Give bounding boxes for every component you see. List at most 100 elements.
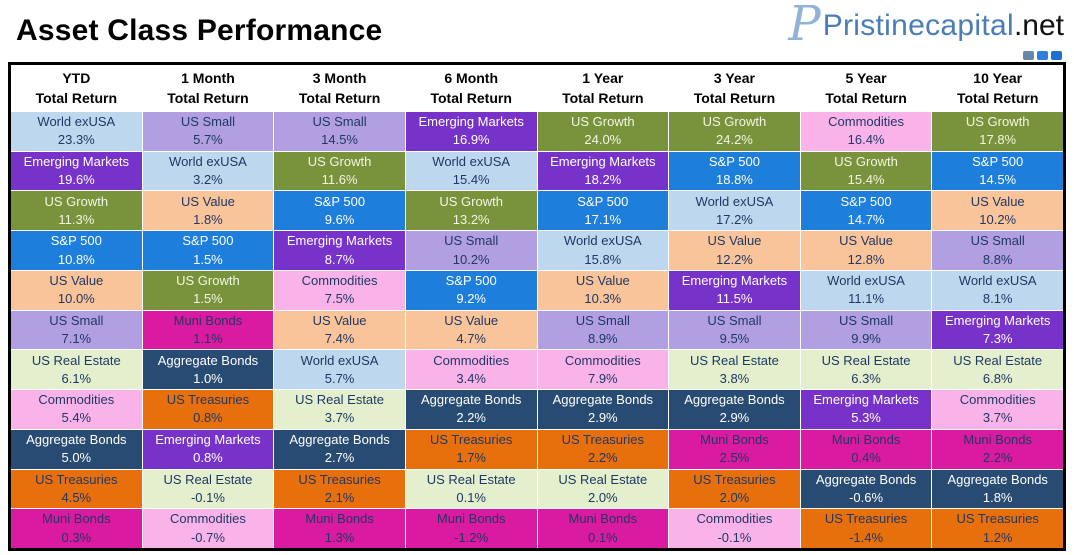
asset-return-value: 3.7% <box>324 410 355 426</box>
asset-cell: Emerging Markets 7.3% <box>932 310 1063 350</box>
asset-cell: Muni Bonds -1.2% <box>405 509 537 548</box>
asset-cell: S&P 500 17.1% <box>537 191 669 231</box>
asset-return-value: -0.1% <box>190 489 225 505</box>
asset-name: World exUSA <box>827 273 905 289</box>
asset-cell: US Growth 24.0% <box>537 112 669 151</box>
asset-return-value: 0.8% <box>193 410 223 426</box>
brand-logo-row: P Pristinecapital .net <box>788 0 1064 50</box>
asset-return-value: 3.2% <box>193 172 223 188</box>
asset-cell: US Small 8.9% <box>537 310 669 350</box>
social-icon-1 <box>1023 51 1034 60</box>
asset-name: Aggregate Bonds <box>552 392 654 408</box>
asset-return-value: 8.9% <box>587 330 618 346</box>
asset-return-value: 10.3% <box>584 291 622 307</box>
asset-cell: US Real Estate -0.1% <box>142 469 274 509</box>
asset-name: US Small <box>180 114 236 130</box>
asset-cell: US Value 10.3% <box>537 270 669 310</box>
asset-name: US Growth <box>571 114 635 130</box>
asset-cell: Aggregate Bonds 1.0% <box>142 350 274 390</box>
asset-name: US Treasuries <box>824 511 908 527</box>
asset-cell: US Growth 1.5% <box>142 270 274 310</box>
asset-cell: Commodities 3.4% <box>405 350 537 390</box>
asset-cell: US Small 7.1% <box>11 310 142 350</box>
asset-name: Commodities <box>433 352 510 368</box>
asset-return-value: 2.5% <box>719 450 750 466</box>
asset-return-value: 2.9% <box>587 410 618 426</box>
asset-cell: Muni Bonds 1.1% <box>142 310 274 350</box>
asset-name: US Value <box>575 273 630 289</box>
asset-cell: S&P 500 14.7% <box>800 191 932 231</box>
asset-return-value: 10.2% <box>979 211 1017 227</box>
column-period-label: 5 Year <box>845 69 887 86</box>
asset-return-value: 15.8% <box>584 251 622 267</box>
column-period-label: 3 Month <box>312 69 367 86</box>
asset-cell: Muni Bonds 0.3% <box>11 509 142 548</box>
performance-table: YTD Total Return 1 Month Total Return 3 Mont… <box>8 62 1066 551</box>
social-icon-2 <box>1037 51 1048 60</box>
asset-return-value: 12.2% <box>716 251 753 267</box>
column-period-label: YTD <box>62 69 91 86</box>
asset-return-value: 11.1% <box>848 291 885 307</box>
asset-name: US Growth <box>176 273 240 289</box>
asset-cell: US Small 9.9% <box>800 310 932 350</box>
asset-return-value: 2.7% <box>324 450 355 466</box>
column-period-label: 10 Year <box>973 69 1023 86</box>
asset-cell: S&P 500 1.5% <box>142 231 274 270</box>
asset-return-value: 1.0% <box>193 370 223 386</box>
asset-cell: Emerging Markets 8.7% <box>274 231 405 270</box>
asset-return-value: 5.0% <box>61 450 92 466</box>
asset-cell: Aggregate Bonds 5.0% <box>11 429 142 469</box>
asset-return-value: -0.6% <box>849 489 884 505</box>
asset-name: US Real Estate <box>295 392 384 408</box>
asset-cell: US Treasuries 0.8% <box>142 390 274 429</box>
asset-cell: US Value 12.8% <box>800 231 932 270</box>
asset-cell: US Growth 11.6% <box>274 151 405 191</box>
asset-return-value: 5.3% <box>851 410 881 426</box>
asset-name: Commodities <box>564 352 641 368</box>
asset-return-value: 0.1% <box>587 529 618 545</box>
asset-cell: Muni Bonds 1.3% <box>274 509 405 548</box>
asset-return-value: 1.2% <box>982 529 1013 545</box>
asset-return-value: 6.8% <box>982 370 1013 386</box>
asset-name: Muni Bonds <box>963 431 1033 447</box>
asset-cell: US Growth 17.8% <box>932 112 1063 151</box>
asset-return-value: -0.7% <box>190 529 225 545</box>
asset-return-value: 5.7% <box>324 370 355 386</box>
asset-name: US Real Estate <box>821 352 911 368</box>
asset-cell: World exUSA 5.7% <box>274 350 405 390</box>
brand-suffix: .net <box>1013 9 1064 42</box>
asset-name: US Small <box>707 312 762 328</box>
asset-name: US Growth <box>965 114 1030 130</box>
asset-cell: US Value 7.4% <box>274 310 405 350</box>
asset-cell: Muni Bonds 2.2% <box>932 429 1063 469</box>
asset-name: US Growth <box>834 153 898 169</box>
asset-cell: World exUSA 11.1% <box>800 270 932 310</box>
asset-cell: US Treasuries 1.7% <box>405 429 537 469</box>
asset-return-value: -0.1% <box>717 529 752 545</box>
asset-return-value: 10.0% <box>57 291 95 307</box>
asset-cell: US Small 14.5% <box>274 112 405 151</box>
brand-name: Pristinecapital <box>822 9 1014 42</box>
asset-return-value: 13.2% <box>452 211 490 227</box>
asset-return-value: 0.8% <box>193 450 223 466</box>
asset-cell: Commodities -0.7% <box>142 509 274 548</box>
asset-return-value: 5.7% <box>193 132 223 148</box>
asset-cell: Aggregate Bonds 2.2% <box>405 390 537 429</box>
asset-name: Muni Bonds <box>700 431 769 447</box>
asset-return-value: 14.5% <box>321 132 358 148</box>
asset-return-value: 2.2% <box>587 450 618 466</box>
asset-cell: Emerging Markets 5.3% <box>800 390 932 429</box>
asset-return-value: 4.5% <box>61 489 92 505</box>
asset-name: Muni Bonds <box>436 511 506 527</box>
asset-name: Commodities <box>959 392 1036 408</box>
asset-name: Aggregate Bonds <box>26 431 127 447</box>
asset-return-value: 1.8% <box>982 489 1013 505</box>
asset-cell: Commodities 7.9% <box>537 350 669 390</box>
asset-cell: US Small 8.8% <box>932 231 1063 270</box>
asset-cell: Muni Bonds 2.5% <box>669 429 800 469</box>
asset-return-value: 17.2% <box>716 211 753 227</box>
column-header: 3 Year Total Return <box>669 65 800 111</box>
asset-name: US Treasuries <box>166 392 250 408</box>
column-subtitle-label: Total Return <box>167 90 249 106</box>
asset-name: US Small <box>444 233 499 249</box>
